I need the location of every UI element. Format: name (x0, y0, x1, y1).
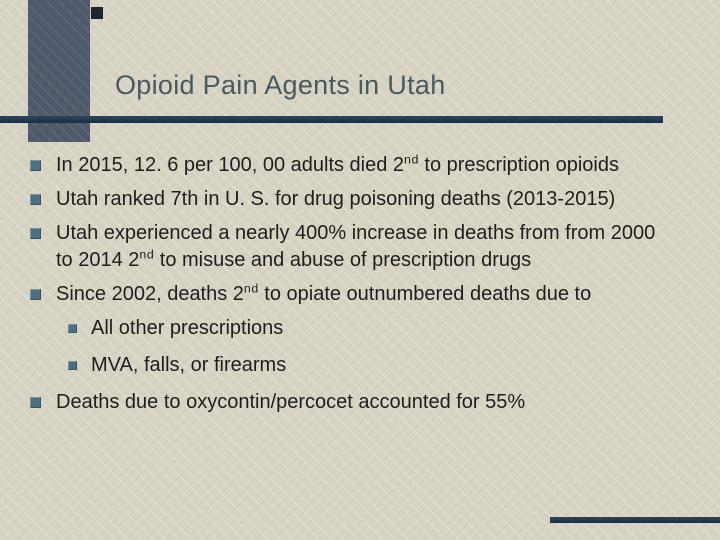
superscript-text: nd (139, 247, 155, 262)
sub-bullet-square-icon (68, 361, 77, 370)
sub-bullet-item: All other prescriptions (30, 315, 678, 342)
accent-square-icon (91, 7, 103, 19)
page-title: Opioid Pain Agents in Utah (115, 70, 446, 100)
bullet-text: Deaths due to oxycontin/percocet account… (56, 389, 525, 416)
bullet-item: Since 2002, deaths 2nd to opiate outnumb… (30, 281, 678, 308)
sub-bullet-square-icon (68, 324, 77, 333)
text-segment: Since 2002, deaths 2 (56, 283, 244, 305)
text-segment: All other prescriptions (91, 317, 284, 339)
text-segment: to misuse and abuse of prescription drug… (154, 249, 532, 271)
superscript-text: nd (243, 281, 259, 296)
bullet-list: In 2015, 12. 6 per 100, 00 adults died 2… (30, 152, 678, 423)
bullet-item: Utah ranked 7th in U. S. for drug poison… (30, 186, 678, 213)
text-segment: In 2015, 12. 6 per 100, 00 adults died 2 (56, 154, 405, 176)
bullet-text: All other prescriptions (91, 315, 283, 342)
bullet-text: Utah ranked 7th in U. S. for drug poison… (56, 186, 615, 213)
text-segment: MVA, falls, or firearms (91, 354, 287, 376)
bottom-rule (550, 517, 720, 523)
text-segment: to prescription opioids (418, 154, 619, 176)
bullet-item: Utah experienced a nearly 400% increase … (30, 220, 678, 274)
text-segment: Deaths due to oxycontin/percocet account… (56, 391, 526, 413)
bullet-text: In 2015, 12. 6 per 100, 00 adults died 2… (56, 152, 619, 179)
title-rule (0, 116, 663, 123)
bullet-square-icon (30, 194, 41, 205)
bullet-square-icon (30, 160, 41, 171)
bullet-item: In 2015, 12. 6 per 100, 00 adults died 2… (30, 152, 678, 179)
bullet-text: Since 2002, deaths 2nd to opiate outnumb… (56, 281, 591, 308)
bullet-item: Deaths due to oxycontin/percocet account… (30, 389, 678, 416)
bullet-text: Utah experienced a nearly 400% increase … (56, 220, 668, 274)
bullet-square-icon (30, 289, 41, 300)
text-segment: Utah ranked 7th in U. S. for drug poison… (56, 188, 616, 210)
bullet-square-icon (30, 397, 41, 408)
text-segment: Utah experienced a nearly 400% increase … (56, 222, 656, 271)
bullet-square-icon (30, 228, 41, 239)
superscript-text: nd (404, 152, 419, 167)
bullet-text: MVA, falls, or firearms (91, 352, 286, 379)
sub-bullet-item: MVA, falls, or firearms (30, 352, 678, 379)
text-segment: to opiate outnumbered deaths due to (258, 283, 592, 305)
